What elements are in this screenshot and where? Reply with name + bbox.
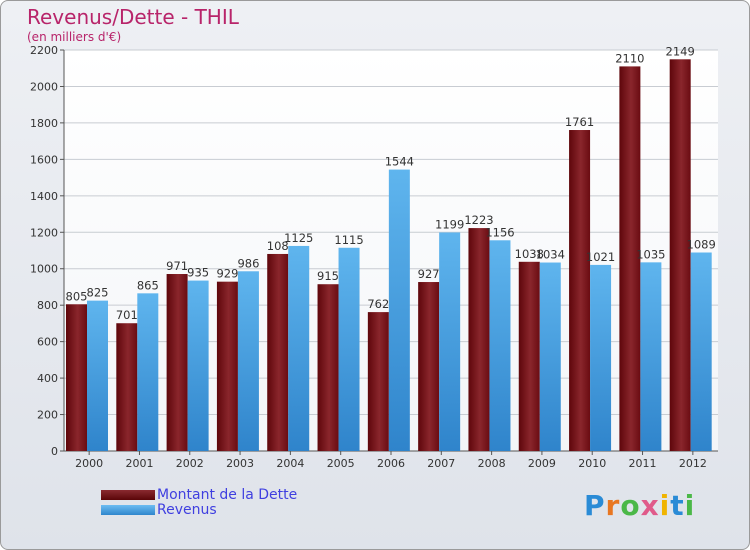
data-label-debt: 1761 xyxy=(565,115,594,129)
data-label-revenue: 1034 xyxy=(536,248,565,262)
y-tick-label: 400 xyxy=(37,372,58,385)
bar-debt xyxy=(216,281,238,451)
legend-item-debt: Montant de la Dette xyxy=(101,486,298,503)
data-label-revenue: 1021 xyxy=(586,250,615,264)
y-tick-label: 0 xyxy=(51,445,58,458)
x-tick-label: 2003 xyxy=(226,457,254,470)
bar-revenue xyxy=(439,232,461,451)
legend-swatch-revenue xyxy=(101,504,155,515)
bar-revenue xyxy=(388,169,410,451)
y-tick-label: 2000 xyxy=(30,80,58,93)
x-tick-label: 2007 xyxy=(427,457,455,470)
bar-revenue xyxy=(690,252,712,451)
bar-revenue xyxy=(338,247,360,451)
logo-letter: i xyxy=(684,489,696,522)
bar-revenue xyxy=(590,264,612,451)
data-label-revenue: 1544 xyxy=(385,155,414,169)
bar-debt xyxy=(116,323,138,451)
x-tick-label: 2002 xyxy=(176,457,204,470)
data-label-debt: 971 xyxy=(166,259,188,273)
logo-letter: r xyxy=(605,489,621,522)
data-label-debt: 762 xyxy=(367,297,389,311)
bar-debt xyxy=(317,284,339,451)
data-label-debt: 915 xyxy=(317,269,339,283)
bar-debt xyxy=(166,274,188,451)
data-label-debt: 929 xyxy=(216,267,238,281)
bar-debt xyxy=(267,253,289,451)
bar-debt xyxy=(619,66,641,452)
y-tick-label: 600 xyxy=(37,336,58,349)
bar-debt xyxy=(569,130,591,451)
bar-revenue xyxy=(137,293,159,451)
data-label-debt: 701 xyxy=(116,308,138,322)
bar-revenue xyxy=(640,262,662,451)
bar-revenue xyxy=(87,300,108,451)
data-label-debt: 2149 xyxy=(666,44,695,58)
x-tick-label: 2010 xyxy=(578,457,606,470)
legend-swatch-debt xyxy=(101,489,155,500)
y-tick-label: 800 xyxy=(37,299,58,312)
data-label-revenue: 1089 xyxy=(687,238,716,252)
logo-letter: P xyxy=(584,489,606,522)
x-tick-label: 2008 xyxy=(478,457,506,470)
data-label-debt: 108 xyxy=(267,239,289,253)
bar-debt xyxy=(418,282,440,451)
chart-title: Revenus/Dette - THIL xyxy=(27,5,239,29)
data-label-revenue: 865 xyxy=(137,278,159,292)
legend-label-debt: Montant de la Dette xyxy=(157,486,298,503)
y-tick-label: 200 xyxy=(37,409,58,422)
data-label-revenue: 825 xyxy=(87,286,109,300)
y-tick-label: 1200 xyxy=(30,226,58,239)
y-tick-label: 1000 xyxy=(30,263,58,276)
bar-debt xyxy=(66,304,87,451)
data-label-revenue: 1115 xyxy=(334,233,363,247)
y-tick-label: 1400 xyxy=(30,190,58,203)
y-tick-label: 2200 xyxy=(30,44,58,57)
logo-letter: o xyxy=(620,489,641,522)
data-label-revenue: 1125 xyxy=(284,231,313,245)
data-label-debt: 805 xyxy=(66,289,88,303)
x-tick-label: 2005 xyxy=(327,457,355,470)
data-label-revenue: 1156 xyxy=(485,225,514,239)
bar-revenue xyxy=(237,271,259,451)
x-tick-label: 2001 xyxy=(125,457,153,470)
x-tick-label: 2011 xyxy=(629,457,657,470)
data-label-revenue: 1199 xyxy=(435,217,464,231)
bar-revenue xyxy=(187,280,209,451)
x-tick-label: 2009 xyxy=(528,457,556,470)
bar-revenue xyxy=(539,262,561,451)
chart-subtitle: (en milliers d'€) xyxy=(27,30,122,44)
proxiti-logo: Proxiti xyxy=(584,489,695,522)
data-label-revenue: 986 xyxy=(237,256,259,270)
logo-letter: x xyxy=(640,489,660,522)
bar-debt xyxy=(468,228,490,451)
logo-letter: t xyxy=(670,489,685,522)
y-tick-label: 1600 xyxy=(30,153,58,166)
data-label-debt: 2110 xyxy=(615,51,644,65)
y-tick-label: 1800 xyxy=(30,117,58,130)
bar-debt xyxy=(518,261,540,451)
x-tick-label: 2000 xyxy=(75,457,103,470)
legend: Montant de la Dette Revenus xyxy=(101,486,298,518)
data-label-revenue: 1035 xyxy=(636,247,665,261)
x-tick-label: 2004 xyxy=(276,457,304,470)
logo-letter: i xyxy=(659,489,671,522)
bar-revenue xyxy=(288,245,310,451)
data-label-revenue: 935 xyxy=(187,266,209,280)
legend-item-revenue: Revenus xyxy=(101,501,297,518)
bar-debt xyxy=(367,312,389,451)
bar-debt xyxy=(669,59,691,452)
x-tick-label: 2006 xyxy=(377,457,405,470)
data-label-debt: 1223 xyxy=(464,213,493,227)
x-tick-label: 2012 xyxy=(679,457,707,470)
legend-label-revenue: Revenus xyxy=(157,501,217,518)
data-label-debt: 1038 xyxy=(515,247,544,261)
bar-revenue xyxy=(489,240,511,451)
data-label-debt: 927 xyxy=(418,267,440,281)
